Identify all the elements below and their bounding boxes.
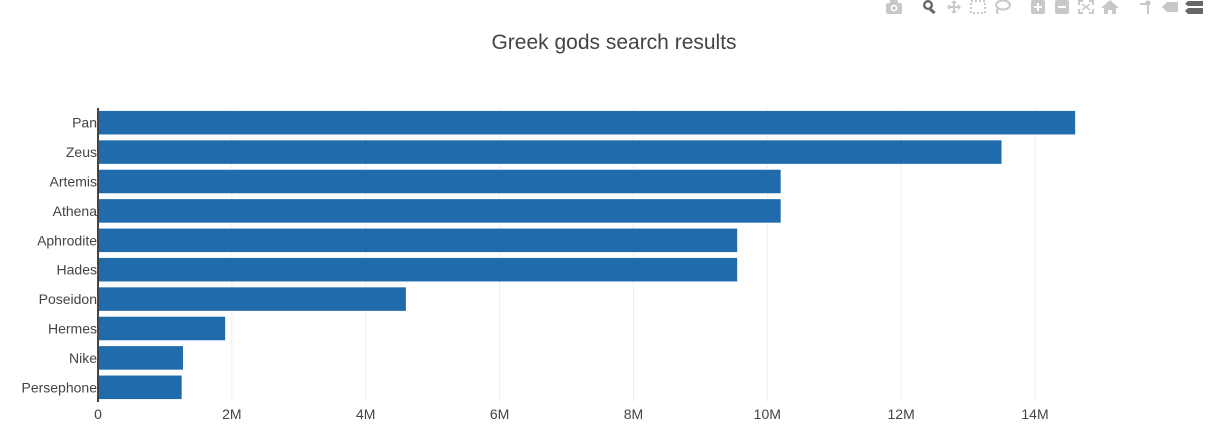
y-tick-label: Athena bbox=[53, 203, 98, 219]
zoom-in-icon[interactable] bbox=[1028, 0, 1048, 14]
bar-aphrodite[interactable] bbox=[98, 228, 738, 253]
bar-pan[interactable] bbox=[98, 110, 1076, 135]
chart-title: Greek gods search results bbox=[491, 31, 736, 54]
camera-icon[interactable] bbox=[884, 0, 904, 14]
bar-persephone[interactable] bbox=[98, 375, 182, 400]
lasso-icon[interactable] bbox=[992, 0, 1012, 14]
y-tick-label: Artemis bbox=[50, 174, 97, 190]
box-select-icon[interactable] bbox=[968, 0, 988, 14]
y-tick-label: Persephone bbox=[21, 379, 97, 395]
x-tick-label: 12M bbox=[888, 406, 915, 422]
x-tick-label: 4M bbox=[356, 406, 375, 422]
y-tick-label: Nike bbox=[69, 350, 97, 366]
hover-closest-icon[interactable] bbox=[1160, 0, 1180, 14]
bar-poseidon[interactable] bbox=[98, 287, 406, 311]
bar-hermes[interactable] bbox=[98, 316, 226, 341]
bars bbox=[98, 110, 1076, 400]
x-tick-labels: 0 2M 4M 6M 8M 10M 12M 14M bbox=[94, 406, 1049, 422]
hover-compare-icon[interactable] bbox=[1184, 0, 1204, 14]
bar-hades[interactable] bbox=[98, 257, 738, 282]
y-tick-label: Zeus bbox=[66, 144, 97, 160]
pan-icon[interactable] bbox=[944, 0, 964, 14]
x-tick-label: 10M bbox=[754, 406, 781, 422]
spike-lines-icon[interactable] bbox=[1136, 0, 1156, 14]
bar-nike[interactable] bbox=[98, 346, 183, 370]
y-tick-label: Aphrodite bbox=[37, 232, 97, 248]
y-tick-label: Poseidon bbox=[39, 291, 97, 307]
bar-athena[interactable] bbox=[98, 199, 781, 223]
x-tick-label: 2M bbox=[222, 406, 241, 422]
x-tick-label: 0 bbox=[94, 406, 102, 422]
x-tick-label: 6M bbox=[490, 406, 509, 422]
modebar bbox=[884, 0, 1204, 14]
y-tick-label: Hermes bbox=[48, 321, 97, 337]
y-tick-labels: Pan Zeus Artemis Athena Aphrodite Hades Poseid… bbox=[21, 115, 97, 396]
y-tick-label: Hades bbox=[57, 262, 97, 278]
zoom-icon[interactable] bbox=[920, 0, 940, 14]
home-icon[interactable] bbox=[1100, 0, 1120, 14]
x-tick-label: 14M bbox=[1021, 406, 1048, 422]
autoscale-icon[interactable] bbox=[1076, 0, 1096, 14]
y-tick-label: Pan bbox=[72, 115, 97, 131]
bar-zeus[interactable] bbox=[98, 140, 1002, 164]
zoom-out-icon[interactable] bbox=[1052, 0, 1072, 14]
bar-artemis[interactable] bbox=[98, 169, 781, 194]
x-tick-label: 8M bbox=[624, 406, 643, 422]
